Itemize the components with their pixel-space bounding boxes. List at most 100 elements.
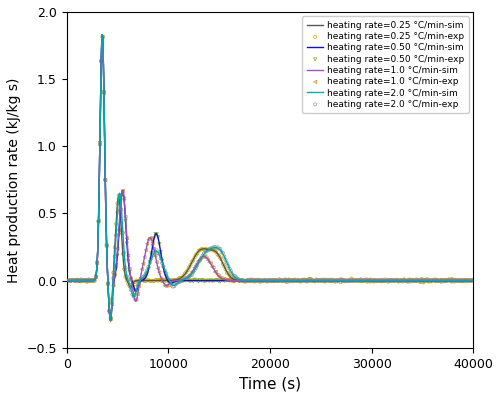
heating rate=0.50 °C/min-exp <box>223 277 231 284</box>
heating rate=2.0 °C/min-exp <box>352 277 360 283</box>
heating rate=0.25 °C/min-exp <box>327 277 335 284</box>
heating rate=0.25 °C/min-exp <box>84 278 92 285</box>
heating rate=2.0 °C/min-exp <box>445 277 453 283</box>
heating rate=1.0 °C/min-exp <box>244 277 252 284</box>
heating rate=0.25 °C/min-exp <box>239 278 247 284</box>
heating rate=2.0 °C/min-exp <box>398 278 406 285</box>
heating rate=2.0 °C/min-exp <box>415 277 423 284</box>
heating rate=2.0 °C/min-exp <box>138 276 146 282</box>
heating rate=0.25 °C/min-exp <box>136 277 144 283</box>
heating rate=1.0 °C/min-exp <box>274 276 282 282</box>
heating rate=0.50 °C/min-sim <box>211 278 217 283</box>
heating rate=1.0 °C/min-exp <box>306 277 314 284</box>
heating rate=1.0 °C/min-exp <box>298 277 306 283</box>
heating rate=0.25 °C/min-exp <box>90 278 98 284</box>
heating rate=0.50 °C/min-exp <box>143 270 151 277</box>
heating rate=0.50 °C/min-exp <box>316 278 324 284</box>
heating rate=0.50 °C/min-exp <box>240 278 248 285</box>
heating rate=0.50 °C/min-exp <box>118 193 126 199</box>
heating rate=0.50 °C/min-exp <box>250 278 258 285</box>
heating rate=0.50 °C/min-exp <box>168 279 175 286</box>
heating rate=2.0 °C/min-exp <box>436 277 444 284</box>
heating rate=1.0 °C/min-exp <box>380 278 388 284</box>
heating rate=0.50 °C/min-exp <box>272 277 280 283</box>
heating rate=0.25 °C/min-exp <box>240 278 248 285</box>
heating rate=0.25 °C/min-exp <box>344 277 352 283</box>
heating rate=0.25 °C/min-exp <box>464 278 471 284</box>
heating rate=0.50 °C/min-exp <box>336 276 344 283</box>
heating rate=0.25 °C/min-exp <box>394 277 402 283</box>
heating rate=2.0 °C/min-exp <box>196 257 204 263</box>
heating rate=1.0 °C/min-exp <box>326 278 334 285</box>
heating rate=1.0 °C/min-exp <box>182 275 190 282</box>
heating rate=0.50 °C/min-exp <box>269 277 277 283</box>
heating rate=0.50 °C/min-exp <box>458 278 466 284</box>
heating rate=0.25 °C/min-exp <box>116 207 124 213</box>
heating rate=1.0 °C/min-exp <box>266 278 274 285</box>
heating rate=1.0 °C/min-exp <box>298 277 306 283</box>
heating rate=1.0 °C/min-exp <box>335 277 343 283</box>
heating rate=2.0 °C/min-sim <box>64 278 70 283</box>
heating rate=2.0 °C/min-exp <box>426 277 434 283</box>
heating rate=1.0 °C/min-exp <box>135 283 143 289</box>
heating rate=1.0 °C/min-exp <box>440 277 448 284</box>
heating rate=2.0 °C/min-exp <box>181 275 189 281</box>
heating rate=0.50 °C/min-exp <box>300 277 308 283</box>
heating rate=0.50 °C/min-exp <box>352 277 360 284</box>
heating rate=2.0 °C/min-exp <box>423 276 431 283</box>
heating rate=0.50 °C/min-exp <box>246 277 254 283</box>
heating rate=0.50 °C/min-exp <box>374 278 382 284</box>
heating rate=2.0 °C/min-exp <box>194 259 202 265</box>
heating rate=2.0 °C/min-exp <box>185 273 193 280</box>
heating rate=1.0 °C/min-exp <box>412 277 420 283</box>
heating rate=0.50 °C/min-exp <box>434 277 442 284</box>
heating rate=0.25 °C/min-exp <box>218 256 226 263</box>
heating rate=0.50 °C/min-exp <box>211 277 219 284</box>
heating rate=0.25 °C/min-exp <box>80 278 88 284</box>
heating rate=0.25 °C/min-exp <box>115 195 123 202</box>
heating rate=0.25 °C/min-exp <box>172 278 179 284</box>
heating rate=1.0 °C/min-exp <box>72 277 80 283</box>
heating rate=2.0 °C/min-exp <box>106 308 114 314</box>
heating rate=1.0 °C/min-exp <box>226 277 234 284</box>
heating rate=0.50 °C/min-exp <box>132 288 140 294</box>
heating rate=0.50 °C/min-exp <box>150 235 158 242</box>
heating rate=2.0 °C/min-exp <box>281 277 289 283</box>
heating rate=1.0 °C/min-exp <box>366 278 374 284</box>
heating rate=0.25 °C/min-exp <box>420 278 428 284</box>
heating rate=0.25 °C/min-exp <box>112 221 120 227</box>
heating rate=1.0 °C/min-exp <box>396 277 404 283</box>
heating rate=0.50 °C/min-exp <box>331 277 339 284</box>
heating rate=0.25 °C/min-exp <box>411 277 419 283</box>
heating rate=0.50 °C/min-exp <box>238 277 246 283</box>
heating rate=2.0 °C/min-exp <box>124 277 132 283</box>
heating rate=1.0 °C/min-exp <box>131 297 139 303</box>
heating rate=2.0 °C/min-exp <box>420 278 428 285</box>
heating rate=1.0 °C/min-exp <box>361 277 369 283</box>
heating rate=1.0 °C/min-exp <box>235 277 243 284</box>
heating rate=1.0 °C/min-exp <box>294 277 302 283</box>
heating rate=2.0 °C/min-exp <box>152 247 160 254</box>
heating rate=0.25 °C/min-exp <box>430 277 438 283</box>
heating rate=0.50 °C/min-exp <box>154 234 162 240</box>
heating rate=2.0 °C/min-exp <box>269 277 277 284</box>
heating rate=1.0 °C/min-exp <box>207 260 215 267</box>
heating rate=0.50 °C/min-exp <box>165 278 173 284</box>
heating rate=1.0 °C/min-sim <box>84 278 90 283</box>
heating rate=2.0 °C/min-exp <box>284 277 292 283</box>
heating rate=0.25 °C/min-exp <box>77 277 85 283</box>
heating rate=0.25 °C/min-exp <box>414 277 422 283</box>
heating rate=2.0 °C/min-exp <box>231 273 239 279</box>
heating rate=2.0 °C/min-exp <box>316 277 324 283</box>
heating rate=1.0 °C/min-exp <box>340 278 348 284</box>
heating rate=0.25 °C/min-exp <box>147 277 155 284</box>
heating rate=2.0 °C/min-exp <box>135 279 143 286</box>
heating rate=2.0 °C/min-exp <box>220 254 228 260</box>
heating rate=2.0 °C/min-exp <box>134 282 141 288</box>
heating rate=0.25 °C/min-exp <box>326 278 334 285</box>
heating rate=1.0 °C/min-exp <box>160 279 168 285</box>
heating rate=0.50 °C/min-exp <box>204 277 212 284</box>
heating rate=0.50 °C/min-exp <box>400 277 408 284</box>
heating rate=0.50 °C/min-exp <box>416 277 424 284</box>
heating rate=2.0 °C/min-exp <box>80 277 88 284</box>
